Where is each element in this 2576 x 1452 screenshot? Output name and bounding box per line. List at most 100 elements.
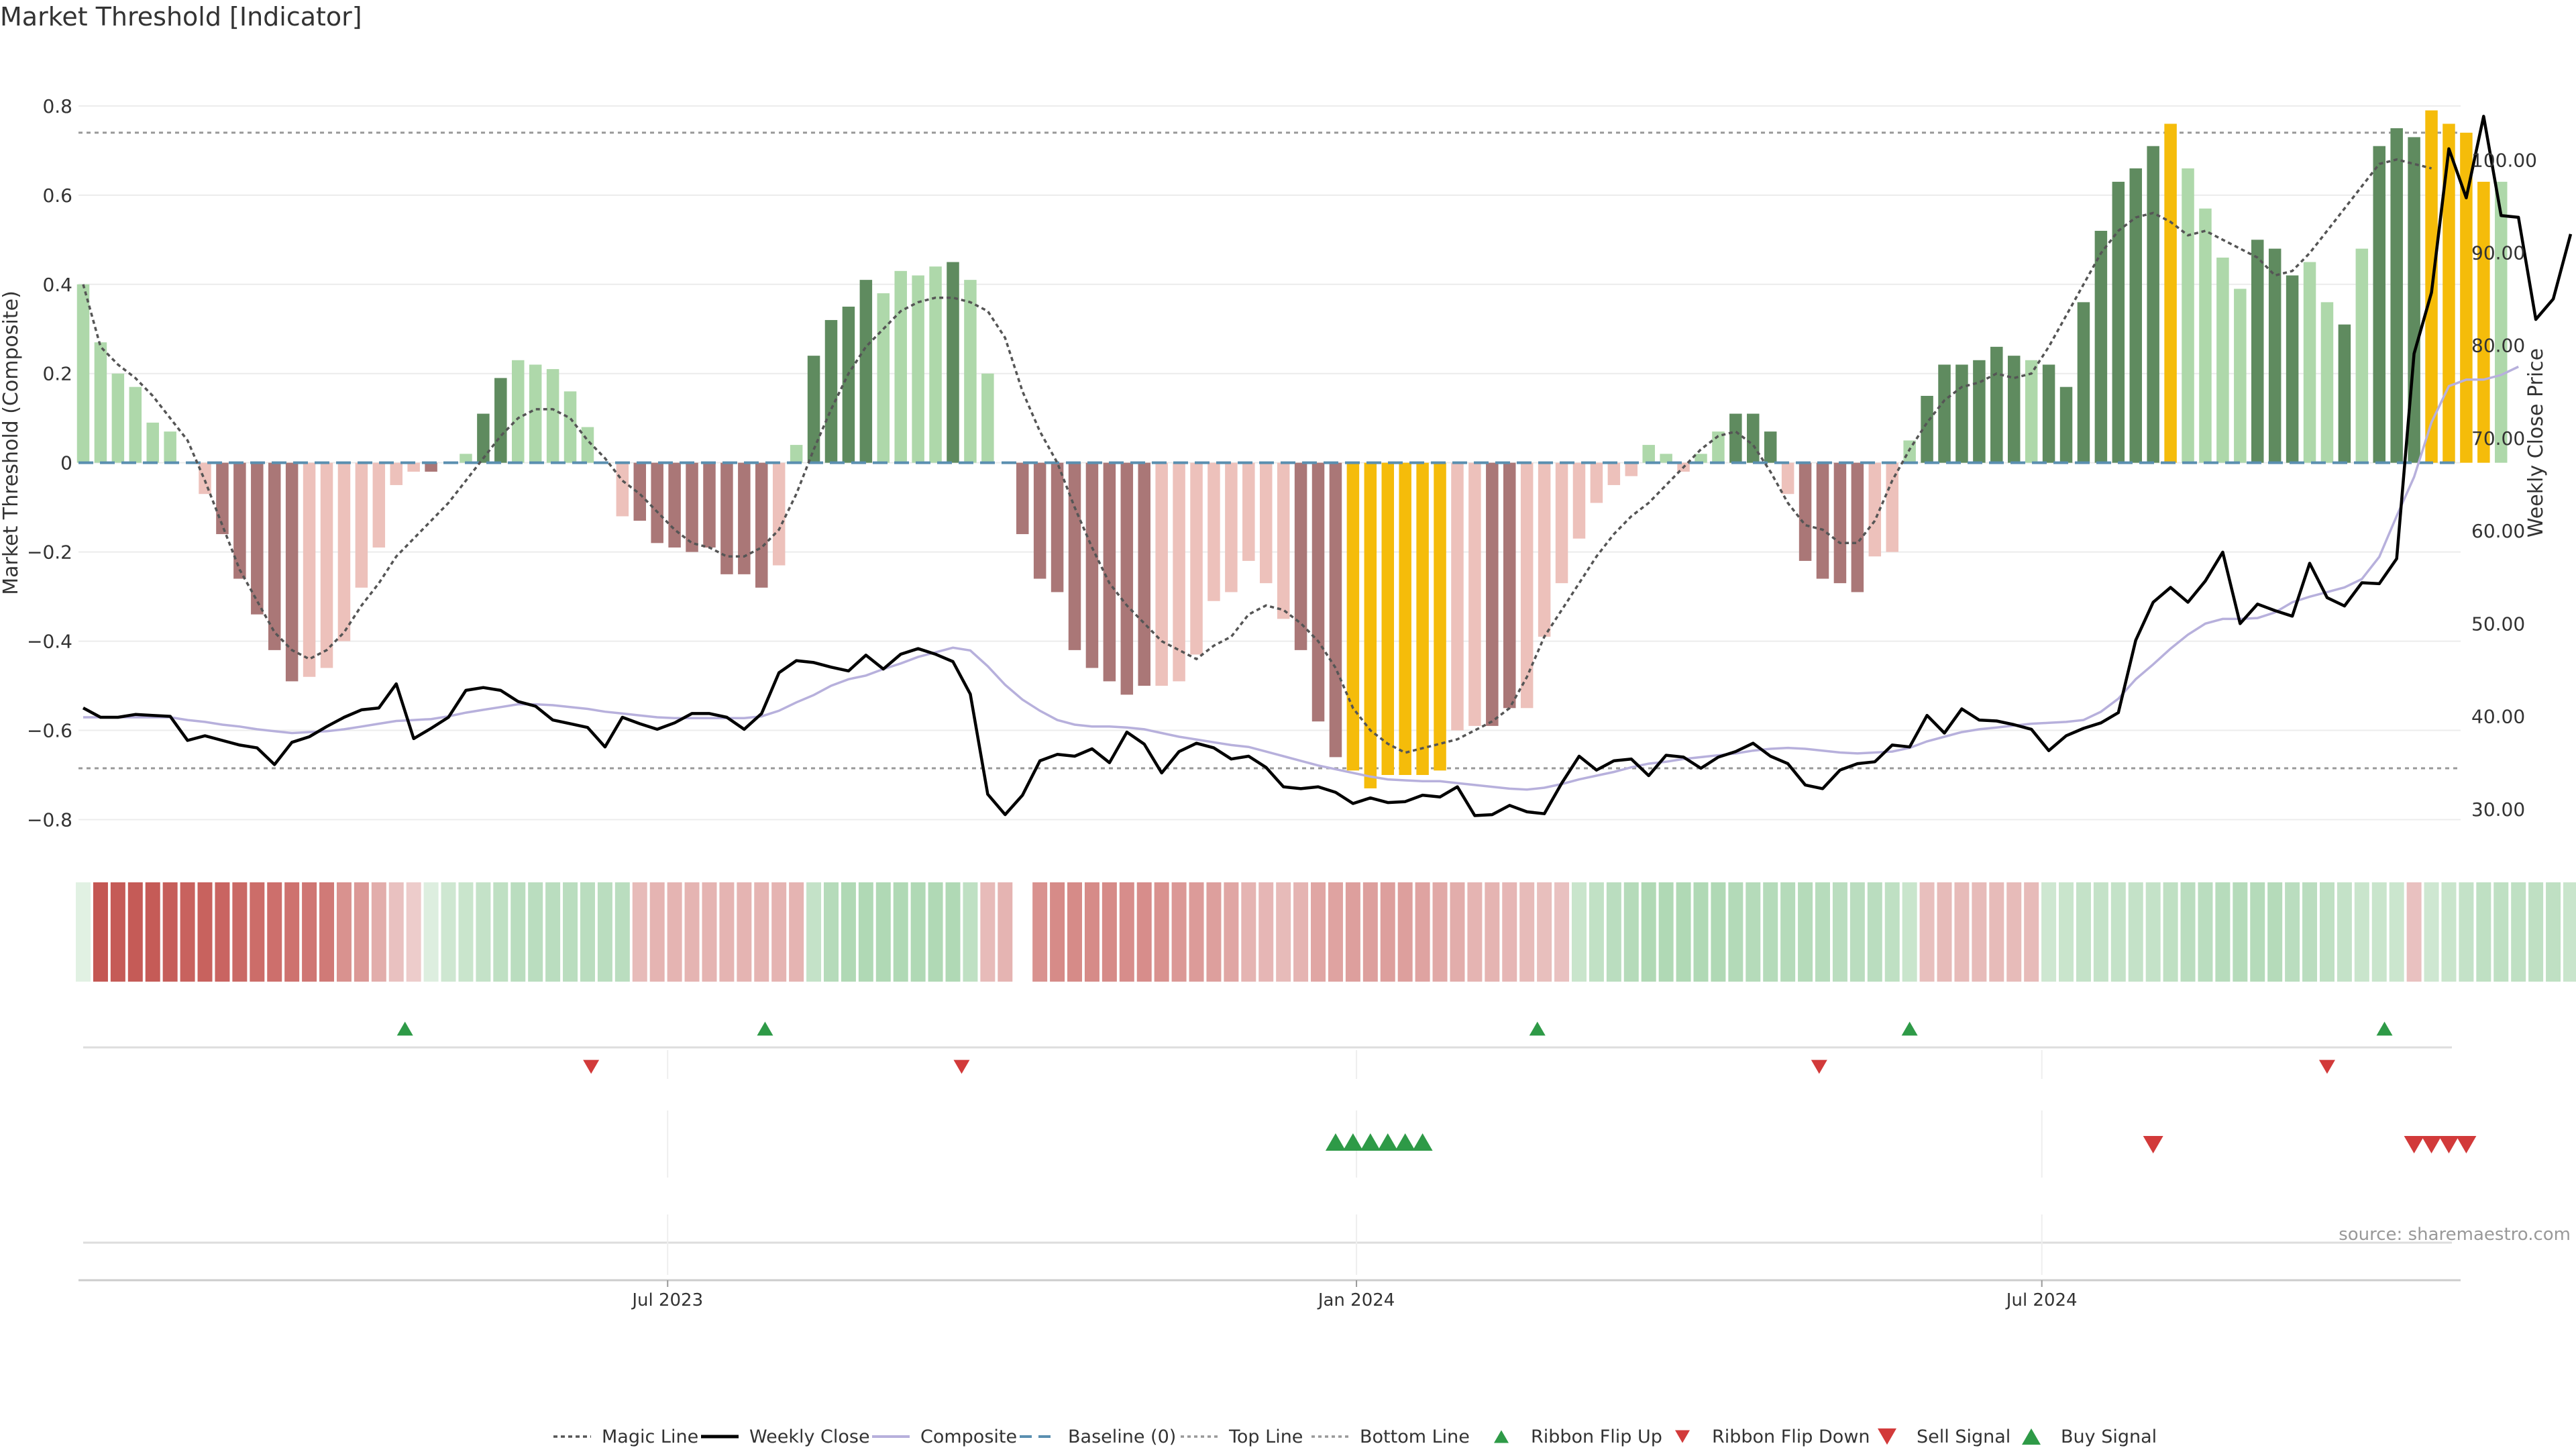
ribbon-cell	[980, 882, 996, 982]
composite-bar	[1294, 462, 1307, 650]
composite-bar	[1695, 454, 1707, 463]
ribbon-cell	[2406, 882, 2422, 982]
series-lines	[78, 115, 2573, 817]
composite-bar	[1572, 462, 1586, 539]
composite-bar	[2338, 324, 2351, 463]
ribbon-cell	[2528, 882, 2544, 982]
ribbon-strip	[76, 882, 2576, 982]
ribbon-cell	[476, 882, 491, 982]
ribbon-flip-down-marker	[953, 1059, 970, 1074]
ribbon-cell	[2441, 882, 2457, 982]
ribbon-cell	[180, 882, 195, 982]
composite-bar	[1329, 462, 1342, 758]
ribbon-cell	[2424, 882, 2439, 982]
ribbon-cell	[1919, 882, 1935, 982]
composite-bar	[1990, 346, 2003, 463]
ribbon-cell	[2546, 882, 2561, 982]
composite-line	[83, 365, 2519, 791]
ribbon-cell	[1954, 882, 1970, 982]
ribbon-cell	[2459, 882, 2474, 982]
ribbon-cell	[1119, 882, 1134, 982]
composite-bar	[460, 454, 472, 463]
sell-signal-marker	[2404, 1136, 2424, 1153]
buy-signal-marker	[1325, 1133, 1346, 1151]
ribbon-cell	[1432, 882, 1448, 982]
ribbon-cell	[1571, 882, 1587, 982]
composite-bar	[303, 462, 316, 677]
ribbon-cell	[284, 882, 300, 982]
ribbon-cell	[563, 882, 578, 982]
composite-bar	[964, 280, 977, 463]
x-tick-label: Jul 2023	[631, 1290, 703, 1310]
y-tick-label: 0.6	[42, 185, 72, 207]
composite-bar	[1816, 462, 1829, 579]
composite-bar	[146, 422, 159, 463]
ribbon-cell	[1189, 882, 1204, 982]
composite-bar	[2182, 168, 2194, 463]
ribbon-cell	[1746, 882, 1761, 982]
composite-bar	[1642, 445, 1655, 463]
composite-bar	[1607, 462, 1621, 485]
ribbon-cell	[93, 882, 108, 982]
ribbon-cell	[1345, 882, 1360, 982]
ribbon-cell	[2145, 882, 2161, 982]
composite-bar	[1173, 462, 1185, 682]
ribbon-flip-up-marker	[1529, 1021, 1546, 1036]
composite-bar	[2234, 289, 2247, 463]
composite-bar	[755, 462, 768, 588]
ribbon-cell	[684, 882, 700, 982]
sell-signal-marker	[2456, 1136, 2477, 1153]
composite-bar	[703, 462, 716, 548]
composite-bar	[2164, 123, 2177, 463]
composite-bar	[1225, 462, 1238, 592]
ribbon-cell	[1050, 882, 1065, 982]
ribbon-cell	[719, 882, 735, 982]
composite-bar	[1833, 462, 1847, 584]
ribbon-cell	[1136, 882, 1152, 982]
ribbon-cell	[789, 882, 804, 982]
composite-bar	[1468, 462, 1481, 726]
ribbon-cell	[1224, 882, 1239, 982]
composite-bar	[1886, 462, 1898, 552]
ribbon-cell	[702, 882, 717, 982]
ribbon-cell	[2163, 882, 2178, 982]
buy-signal-marker	[1412, 1133, 1433, 1151]
legend-label: Ribbon Flip Down	[1712, 1427, 1870, 1447]
legend-swatch	[2022, 1428, 2041, 1445]
composite-bar	[1068, 462, 1081, 650]
ribbon-cell	[1415, 882, 1430, 982]
legend-label: Top Line	[1228, 1427, 1303, 1447]
ribbon-cell	[737, 882, 752, 982]
composite-bar	[859, 280, 873, 463]
composite-bar	[2320, 302, 2334, 463]
ribbon-cell	[371, 882, 386, 982]
composite-bar	[2251, 240, 2264, 463]
chart-title: Market Threshold [Indicator]	[0, 2, 362, 32]
composite-bar	[947, 262, 959, 463]
composite-bar	[2477, 181, 2490, 463]
composite-bar	[1747, 413, 1760, 463]
composite-bar	[581, 427, 594, 463]
ribbon-cell	[1311, 882, 1326, 982]
ribbon-cell	[771, 882, 787, 982]
ribbon-cell	[1397, 882, 1413, 982]
ribbon-cell	[545, 882, 561, 982]
y2-tick-label: 100.00	[2471, 149, 2537, 171]
ribbon-cell	[2093, 882, 2108, 982]
y2-tick-label: 90.00	[2471, 242, 2525, 264]
ribbon-cell	[910, 882, 926, 982]
ribbon-cell	[1276, 882, 1291, 982]
composite-bar	[2443, 123, 2455, 463]
composite-bar	[1660, 454, 1672, 463]
x-tick-label: Jul 2024	[2005, 1290, 2078, 1310]
composite-bar	[2268, 248, 2282, 463]
weekly-close-line	[82, 115, 2573, 817]
y-tick-label: −0.2	[27, 541, 72, 564]
y-tick-label: 0	[60, 452, 72, 474]
composite-bar	[1625, 462, 1638, 476]
composite-bar	[807, 356, 820, 463]
legend-label: Baseline (0)	[1068, 1427, 1176, 1447]
ribbon-cell	[2215, 882, 2231, 982]
ribbon-cell	[1554, 882, 1570, 982]
ribbon-cell	[1067, 882, 1083, 982]
